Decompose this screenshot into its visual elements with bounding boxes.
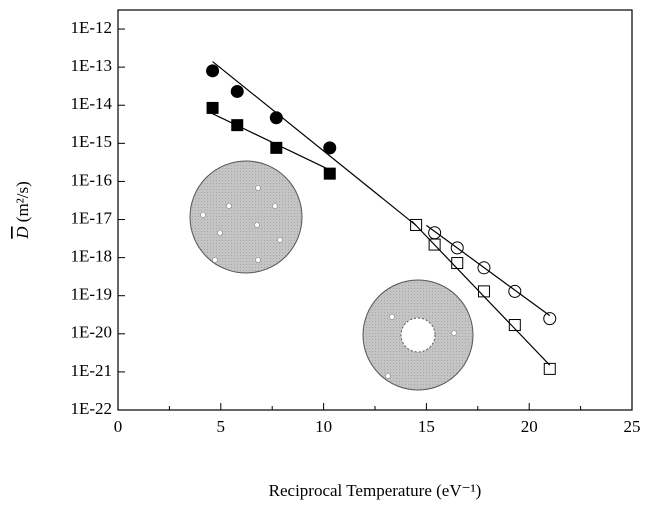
point	[270, 141, 283, 154]
x-tick-label: 0	[114, 417, 123, 436]
x-tick-label: 20	[521, 417, 538, 436]
y-tick-label: 1E-15	[70, 132, 112, 151]
point	[543, 312, 557, 326]
point	[206, 101, 219, 114]
y-tick-label: 1E-19	[70, 285, 112, 304]
fit-line	[212, 113, 331, 171]
y-tick-label: 1E-20	[70, 323, 112, 342]
point	[323, 167, 336, 180]
y-tick-label: 1E-16	[70, 170, 112, 189]
y-tick-label: 1E-14	[70, 94, 112, 113]
point	[451, 257, 464, 270]
y-axis-unit: (m²/s)	[13, 181, 32, 222]
x-tick-label: 15	[418, 417, 435, 436]
y-axis-symbol: D	[13, 226, 32, 240]
inset-annulus	[362, 279, 474, 391]
point	[230, 84, 244, 98]
point	[508, 319, 521, 332]
x-tick-label: 10	[315, 417, 332, 436]
point	[477, 285, 490, 298]
fit-line	[212, 61, 417, 226]
point	[323, 141, 337, 155]
y-tick-label: 1E-13	[70, 56, 112, 75]
point	[543, 362, 556, 375]
y-tick-label: 1E-17	[70, 208, 112, 227]
inset-uniform	[189, 160, 303, 274]
x-axis-label: Reciprocal Temperature (eV⁻¹)	[269, 481, 482, 500]
point	[206, 64, 220, 78]
fit-line	[426, 224, 551, 317]
x-tick-label: 5	[217, 417, 226, 436]
y-axis-label: D (m²/s)	[13, 181, 32, 240]
y-tick-label: 1E-21	[70, 361, 112, 380]
y-tick-label: 1E-18	[70, 247, 112, 266]
y-tick-label: 1E-12	[70, 18, 112, 37]
x-tick-label: 25	[624, 417, 641, 436]
fit-line	[411, 220, 551, 366]
y-tick-label: 1E-22	[70, 399, 112, 418]
